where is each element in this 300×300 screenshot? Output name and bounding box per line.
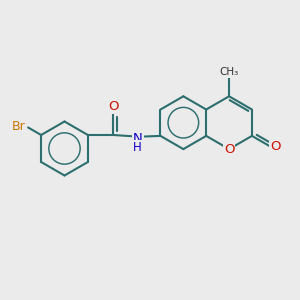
Text: O: O bbox=[108, 100, 119, 113]
Text: H: H bbox=[133, 142, 142, 156]
Text: H: H bbox=[133, 141, 142, 154]
Text: Br: Br bbox=[12, 119, 26, 133]
Text: N: N bbox=[133, 131, 142, 145]
Text: N: N bbox=[133, 131, 142, 145]
Text: CH₃: CH₃ bbox=[219, 67, 239, 77]
Text: O: O bbox=[224, 142, 234, 156]
Text: O: O bbox=[270, 140, 281, 153]
